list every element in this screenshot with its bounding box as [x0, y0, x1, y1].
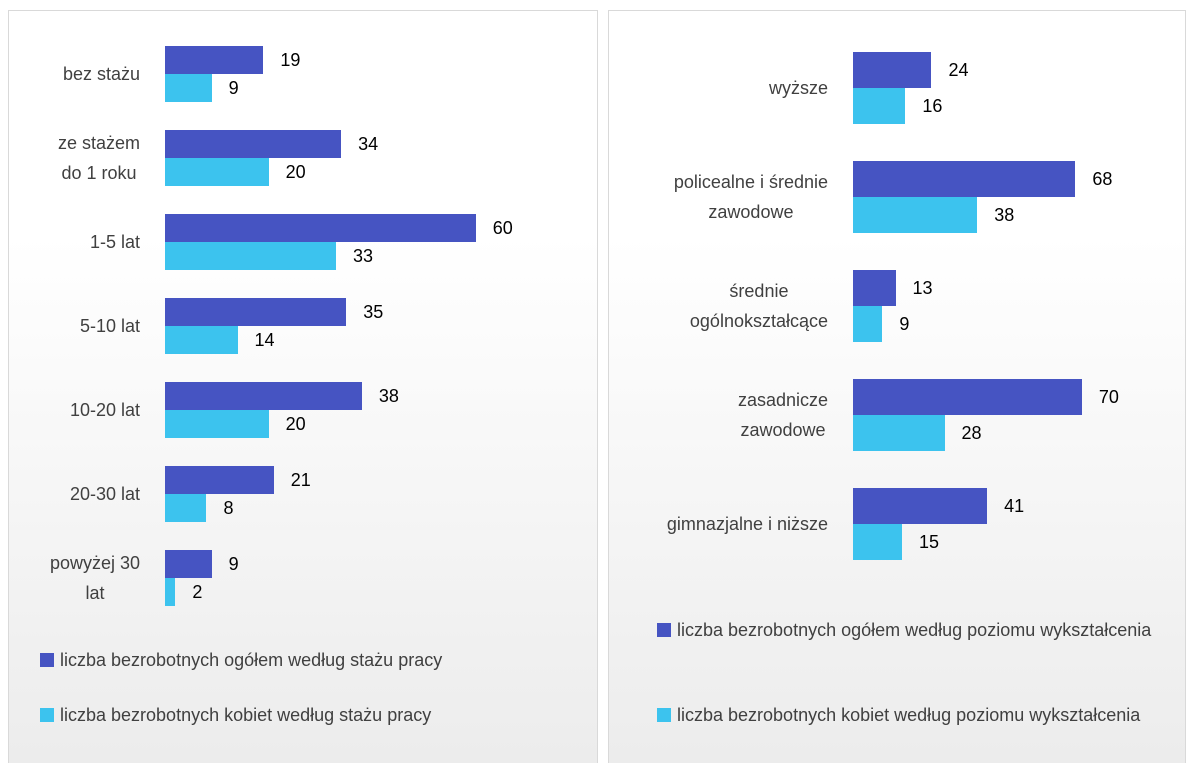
bar: [165, 74, 212, 102]
bar: [165, 46, 264, 74]
bar: [165, 130, 342, 158]
legend-swatch: [40, 653, 54, 667]
y-tick-label: 1-5 lat: [89, 232, 140, 252]
category-label: policealne i średnie zawodowe: [612, 157, 828, 237]
legend-swatch: [40, 708, 54, 722]
y-tick-label: 10-20 lat: [69, 400, 140, 420]
data-label: 16: [922, 96, 943, 116]
bar: [853, 524, 903, 560]
data-label: 14: [254, 330, 275, 350]
bar: [165, 410, 269, 438]
bar: [165, 326, 238, 354]
category-label: gimnazjalne i niższe: [612, 484, 828, 564]
y-tick-label: policealne i średnie zawodowe: [673, 172, 828, 222]
data-label: 21: [290, 470, 311, 490]
data-label: 20: [285, 162, 306, 182]
legend-swatch: [657, 708, 671, 722]
legend-label: liczba bezrobotnych ogółem według poziom…: [677, 620, 1152, 640]
bar: [853, 52, 932, 88]
category-label: 5-10 lat: [10, 286, 140, 366]
data-label: 2: [192, 582, 203, 602]
data-label: 24: [948, 60, 969, 80]
data-label: 68: [1092, 169, 1113, 189]
y-tick-label: ze stażem do 1 roku: [57, 133, 140, 183]
y-tick-label: 20-30 lat: [69, 484, 140, 504]
bar: [165, 382, 362, 410]
bar: [853, 306, 883, 342]
data-label: 28: [961, 423, 982, 443]
data-label: 20: [285, 414, 306, 434]
bar: [853, 488, 988, 524]
y-tick-label: 5-10 lat: [79, 316, 140, 336]
bar: [165, 242, 336, 270]
data-label: 9: [228, 78, 239, 98]
category-label: bez stażu: [10, 34, 140, 114]
bar: [165, 494, 207, 522]
data-label: 60: [492, 218, 513, 238]
category-label: wyższe: [612, 48, 828, 128]
bar: [165, 550, 212, 578]
data-label: 38: [994, 205, 1015, 225]
y-tick-label: wyższe: [768, 78, 828, 98]
legend-label: liczba bezrobotnych kobiet według poziom…: [677, 705, 1141, 725]
data-label: 9: [228, 554, 239, 574]
y-tick-label: powyżej 30 lat: [49, 553, 140, 603]
y-tick-label: bez stażu: [62, 64, 140, 84]
bar: [165, 214, 476, 242]
legend-swatch: [657, 623, 671, 637]
category-label: 20-30 lat: [10, 454, 140, 534]
data-label: 19: [280, 50, 301, 70]
legend-label: liczba bezrobotnych kobiet według stażu …: [60, 705, 432, 725]
data-label: 41: [1004, 496, 1025, 516]
y-tick-label: średnie ogólnokształcące: [689, 281, 828, 331]
bar: [165, 466, 274, 494]
data-label: 70: [1098, 387, 1119, 407]
bar: [165, 298, 347, 326]
bar: [165, 158, 269, 186]
bar: [853, 88, 906, 124]
bar: [853, 415, 945, 451]
category-label: zasadnicze zawodowe: [612, 375, 828, 455]
bar: [853, 197, 978, 233]
legend-label: liczba bezrobotnych ogółem według stażu …: [60, 650, 443, 670]
category-label: powyżej 30 lat: [10, 538, 140, 618]
data-label: 9: [899, 314, 910, 334]
data-label: 35: [363, 302, 384, 322]
bar: [853, 270, 896, 306]
y-tick-label: gimnazjalne i niższe: [666, 514, 828, 534]
data-label: 15: [919, 532, 940, 552]
y-tick-label: zasadnicze zawodowe: [737, 390, 828, 440]
data-label: 34: [358, 134, 379, 154]
bar: [165, 578, 176, 606]
category-label: ze stażem do 1 roku: [10, 118, 140, 198]
category-label: średnie ogólnokształcące: [612, 266, 828, 346]
category-label: 1-5 lat: [10, 202, 140, 282]
bar: [853, 379, 1082, 415]
category-label: 10-20 lat: [10, 370, 140, 450]
data-label: 13: [912, 278, 933, 298]
bar: [853, 161, 1076, 197]
data-label: 33: [352, 246, 373, 266]
data-label: 38: [378, 386, 399, 406]
data-label: 8: [223, 498, 234, 518]
